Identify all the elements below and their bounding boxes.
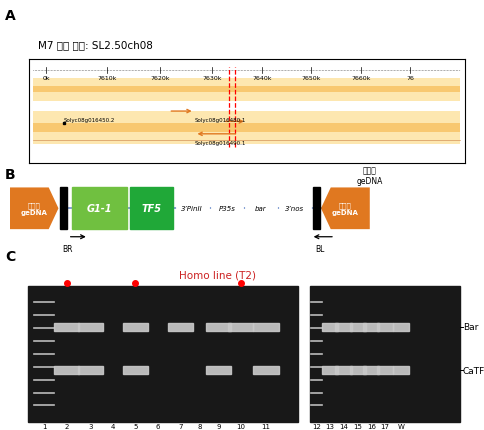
- Text: 7610k: 7610k: [98, 76, 117, 81]
- Polygon shape: [168, 323, 193, 331]
- Text: C: C: [5, 249, 15, 263]
- Polygon shape: [254, 323, 279, 331]
- Polygon shape: [350, 366, 366, 375]
- Text: Solyc08g016490.1: Solyc08g016490.1: [195, 141, 246, 146]
- Text: M7 삽입 위치: SL2.50ch08: M7 삽입 위치: SL2.50ch08: [38, 40, 152, 50]
- Polygon shape: [123, 366, 148, 375]
- Text: B: B: [5, 168, 15, 181]
- Polygon shape: [54, 366, 79, 375]
- Polygon shape: [322, 323, 338, 331]
- Text: TF5: TF5: [142, 204, 162, 214]
- Polygon shape: [335, 366, 351, 375]
- Text: 0k: 0k: [43, 76, 50, 81]
- Polygon shape: [377, 323, 393, 331]
- Bar: [176, 191, 209, 227]
- Polygon shape: [363, 366, 379, 375]
- Polygon shape: [321, 188, 370, 230]
- Text: 13: 13: [325, 424, 334, 430]
- Text: Solyc08g016480.1: Solyc08g016480.1: [195, 118, 246, 123]
- Text: bar: bar: [255, 206, 267, 212]
- Text: 11: 11: [261, 424, 271, 430]
- Polygon shape: [78, 366, 103, 375]
- Polygon shape: [322, 366, 338, 375]
- Polygon shape: [377, 366, 393, 375]
- Polygon shape: [350, 323, 366, 331]
- Text: W: W: [398, 424, 405, 430]
- Text: 1: 1: [42, 424, 46, 430]
- Text: 76: 76: [406, 76, 414, 81]
- Text: 7: 7: [178, 424, 183, 430]
- Text: 9: 9: [216, 424, 221, 430]
- Polygon shape: [393, 323, 409, 331]
- Bar: [73, 188, 127, 230]
- Text: 8: 8: [197, 424, 202, 430]
- Text: G1-1: G1-1: [87, 204, 113, 214]
- Text: 토마토
geDNA: 토마토 geDNA: [21, 202, 47, 215]
- FancyBboxPatch shape: [33, 79, 460, 101]
- Text: 3: 3: [88, 424, 93, 430]
- Text: 10: 10: [236, 424, 245, 430]
- Text: 3’PinII: 3’PinII: [182, 206, 203, 212]
- Polygon shape: [254, 366, 279, 375]
- Bar: [212, 191, 243, 227]
- Bar: [313, 188, 320, 230]
- Text: BL: BL: [316, 245, 325, 254]
- FancyBboxPatch shape: [33, 112, 460, 145]
- Bar: [310, 286, 460, 422]
- Text: 12: 12: [312, 424, 321, 430]
- Text: 7630k: 7630k: [202, 76, 222, 81]
- Text: 5: 5: [133, 424, 137, 430]
- FancyBboxPatch shape: [33, 87, 460, 93]
- Polygon shape: [123, 323, 148, 331]
- Text: 17: 17: [380, 424, 389, 430]
- Text: 14: 14: [339, 424, 348, 430]
- Text: P35s: P35s: [219, 206, 236, 212]
- Text: 7660k: 7660k: [351, 76, 371, 81]
- Polygon shape: [206, 366, 231, 375]
- Bar: [279, 191, 311, 227]
- Polygon shape: [393, 366, 409, 375]
- Text: CaTF5: CaTF5: [463, 366, 484, 375]
- Text: Solyc08g016450.2: Solyc08g016450.2: [64, 118, 115, 123]
- Text: 6: 6: [156, 424, 160, 430]
- Polygon shape: [54, 323, 79, 331]
- Text: Homo line (T2): Homo line (T2): [179, 270, 256, 280]
- Text: 4: 4: [111, 424, 115, 430]
- Bar: [29, 286, 299, 422]
- Polygon shape: [363, 323, 379, 331]
- Text: BR: BR: [62, 245, 73, 254]
- Text: Bar: Bar: [463, 322, 478, 332]
- Polygon shape: [78, 323, 103, 331]
- Bar: [245, 191, 277, 227]
- Polygon shape: [228, 323, 254, 331]
- Bar: [60, 188, 67, 230]
- Polygon shape: [335, 323, 351, 331]
- Text: 토마토
geDNA: 토마토 geDNA: [332, 202, 359, 215]
- Text: 7640k: 7640k: [252, 76, 272, 81]
- Text: 7650k: 7650k: [302, 76, 321, 81]
- Polygon shape: [10, 188, 59, 230]
- Bar: [131, 188, 173, 230]
- Text: 토마토
geDNA: 토마토 geDNA: [357, 166, 383, 186]
- Text: 2: 2: [64, 424, 69, 430]
- Text: A: A: [5, 9, 15, 22]
- Text: 15: 15: [353, 424, 363, 430]
- Polygon shape: [206, 323, 231, 331]
- Text: 3’nos: 3’nos: [286, 206, 304, 212]
- FancyBboxPatch shape: [33, 124, 460, 132]
- Text: 7620k: 7620k: [150, 76, 169, 81]
- Text: 16: 16: [367, 424, 376, 430]
